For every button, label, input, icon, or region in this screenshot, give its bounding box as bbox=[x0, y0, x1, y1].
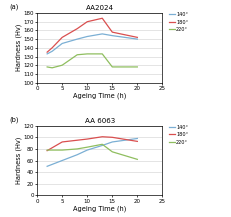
Legend: 140°, 180°, 220°: 140°, 180°, 220° bbox=[168, 12, 188, 32]
Y-axis label: Hardness (Hv): Hardness (Hv) bbox=[15, 137, 22, 184]
Title: AA2024: AA2024 bbox=[85, 5, 113, 11]
Legend: 140°, 180°, 220°: 140°, 180°, 220° bbox=[168, 125, 188, 145]
Text: (a): (a) bbox=[9, 4, 19, 10]
Text: (b): (b) bbox=[9, 117, 19, 123]
Title: AA 6063: AA 6063 bbox=[84, 118, 114, 124]
X-axis label: Ageing Time (h): Ageing Time (h) bbox=[73, 205, 126, 212]
X-axis label: Ageing Time (h): Ageing Time (h) bbox=[73, 92, 126, 99]
Y-axis label: Hardness (Hv): Hardness (Hv) bbox=[15, 24, 22, 71]
